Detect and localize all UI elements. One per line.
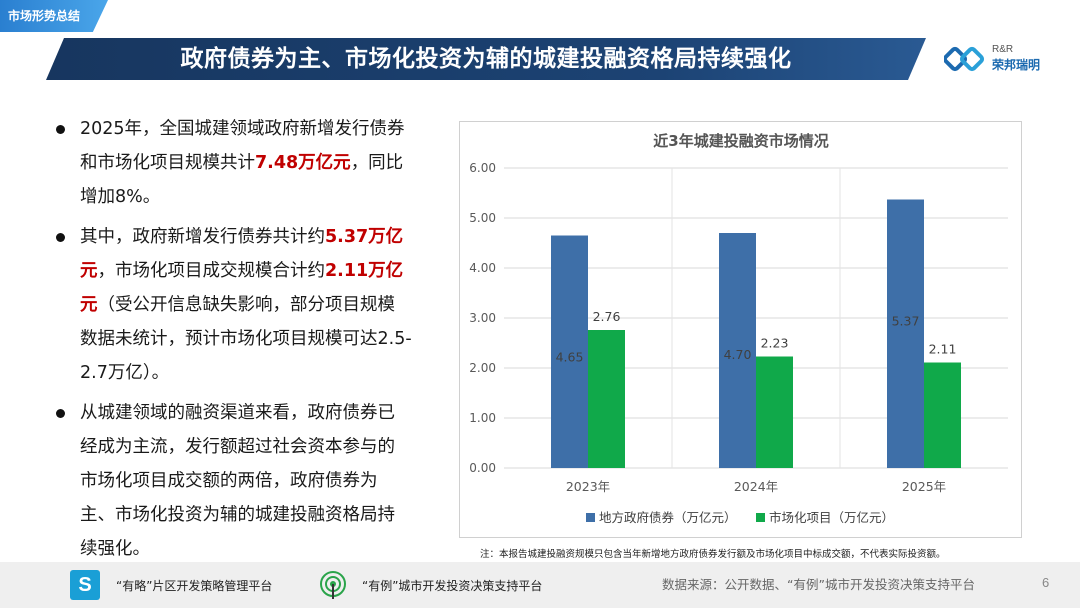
bullet-text: ，市场化项目成交规模合计约: [97, 261, 326, 281]
x-tick-label: 2024年: [734, 479, 778, 494]
footer-platform-1: “有略”片区开发策略管理平台: [116, 579, 273, 593]
highlight-value: 5.37万亿元: [80, 227, 404, 281]
bar: [756, 356, 793, 468]
legend-label: 市场化项目（万亿元）: [769, 510, 894, 525]
bar: [887, 199, 924, 468]
footer-bar: [0, 562, 1080, 608]
chart-title: 近3年城建投融资市场情况: [653, 132, 828, 150]
youli-platform-icon: [320, 571, 346, 599]
bullet-list: 2025年，全国城建领域政府新增发行债券和市场化项目规模共计7.48万亿元，同比…: [52, 112, 412, 572]
legend-swatch: [586, 513, 595, 522]
bullet-dot-icon: [56, 125, 65, 134]
y-tick-label: 2.00: [469, 361, 496, 375]
section-tag: 市场形势总结: [0, 0, 108, 32]
highlight-value: 2.11万亿元: [80, 261, 404, 315]
x-tick-label: 2025年: [902, 479, 946, 494]
y-tick-label: 1.00: [469, 411, 496, 425]
bar: [588, 330, 625, 468]
y-tick-label: 4.00: [469, 261, 496, 275]
x-tick-label: 2023年: [566, 479, 610, 494]
y-tick-label: 0.00: [469, 461, 496, 475]
legend-swatch: [756, 513, 765, 522]
legend-label: 地方政府债券（万亿元）: [599, 510, 737, 525]
youlue-platform-icon: S: [70, 570, 100, 600]
bullet-text: 其中，政府新增发行债券共计约: [80, 227, 325, 247]
data-label: 2.76: [593, 309, 621, 324]
highlight-value: 7.48万亿元: [255, 153, 351, 173]
bullet-text: 2025年，全国城建领域政府新增发行债券和市场化项目规模共计: [80, 119, 405, 173]
footer-platform-2: “有例”城市开发投资决策支持平台: [362, 579, 543, 593]
bullet-text: 从城建领域的融资渠道来看，政府债券已经成为主流，发行额超过社会资本参与的市场化项…: [80, 403, 395, 559]
y-tick-label: 6.00: [469, 161, 496, 175]
y-tick-label: 3.00: [469, 311, 496, 325]
bullet-item: 2025年，全国城建领域政府新增发行债券和市场化项目规模共计7.48万亿元，同比…: [52, 112, 412, 214]
title-bar: 政府债券为主、市场化投资为辅的城建投融资格局持续强化: [46, 38, 926, 80]
data-label: 2.11: [929, 342, 957, 357]
bullet-text: （受公开信息缺失影响，部分项目规模数据未统计，预计市场化项目规模可达2.5-2.…: [80, 295, 412, 383]
chart-note: 注：本报告城建投融资规模只包含当年新增地方政府债券发行额及市场化项目中标成交额，…: [480, 549, 946, 560]
bar: [551, 235, 588, 468]
data-label: 4.70: [724, 347, 752, 362]
bullet-dot-icon: [56, 233, 65, 242]
data-label: 2.23: [761, 336, 789, 351]
bullet-item: 从城建领域的融资渠道来看，政府债券已经成为主流，发行额超过社会资本参与的市场化项…: [52, 396, 412, 566]
data-label: 4.65: [556, 350, 584, 365]
logo-english: R&R: [992, 44, 1014, 55]
bar: [719, 233, 756, 468]
bullet-dot-icon: [56, 409, 65, 418]
bullet-text: ，同比增加8%。: [80, 153, 404, 207]
logo-mark-icon: [944, 46, 985, 72]
bullet-item: 其中，政府新增发行债券共计约5.37万亿元，市场化项目成交规模合计约2.11万亿…: [52, 220, 412, 390]
page-number: 6: [1042, 575, 1050, 590]
bar: [924, 362, 961, 468]
logo-chinese: 荣邦瑞明: [992, 58, 1041, 72]
data-label: 5.37: [892, 314, 920, 329]
y-tick-label: 5.00: [469, 211, 496, 225]
chart-panel: 近3年城建投融资市场情况 0.00 1.00 2.00 3.00 4.00 5.00 6.00…: [459, 121, 1022, 538]
company-logo: R&R 荣邦瑞明: [944, 42, 1074, 78]
data-source: 数据来源：公开数据、“有例”城市开发投资决策支持平台: [662, 577, 975, 592]
page-title: 政府债券为主、市场化投资为辅的城建投融资格局持续强化: [180, 46, 792, 72]
bar-chart: 近3年城建投融资市场情况 0.00 1.00 2.00 3.00 4.00 5.00 6.00…: [469, 132, 1008, 525]
